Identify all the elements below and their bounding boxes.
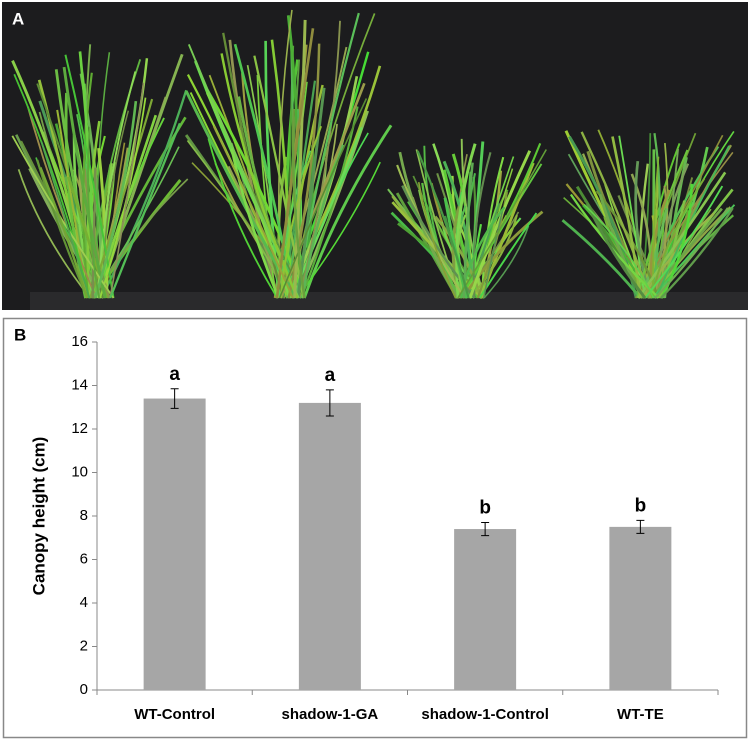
x-tick-label: WT-Control <box>134 706 215 723</box>
x-tick-label: WT-TE <box>617 706 664 723</box>
grass-blade <box>36 159 89 299</box>
grass-blade <box>417 181 457 299</box>
y-axis-label: Canopy height (cm) <box>29 437 48 596</box>
grass-blade <box>611 136 642 299</box>
y-tick-label: 16 <box>71 333 88 350</box>
tray <box>30 292 748 310</box>
error-bar <box>325 389 334 417</box>
grass-blade <box>561 219 642 299</box>
bar <box>454 529 517 690</box>
grass-blade <box>652 156 660 299</box>
grass-blade <box>109 82 145 299</box>
bar <box>298 402 361 690</box>
grass-blade <box>469 214 518 299</box>
bar <box>143 398 206 690</box>
grass-blade <box>455 143 477 299</box>
y-tick-label: 12 <box>71 420 88 437</box>
grass-blade <box>27 106 98 299</box>
panel-frame <box>2 317 748 739</box>
annotation: a <box>325 365 336 386</box>
grass-blade <box>109 122 181 299</box>
grass-blade <box>644 185 724 299</box>
annotation: a <box>169 364 180 385</box>
grass-blade <box>457 149 547 299</box>
grass-blade <box>468 150 532 299</box>
grass-blade <box>94 100 138 299</box>
grass-blade <box>298 20 341 299</box>
grass-blade <box>64 92 88 299</box>
grass-blade <box>230 148 280 299</box>
y-tick-label: 8 <box>80 507 88 524</box>
y-tick-label: 10 <box>71 463 88 480</box>
error-bar <box>636 519 645 534</box>
grass-blade <box>253 55 305 299</box>
grass-blade <box>39 167 89 299</box>
grass-blade <box>256 74 277 299</box>
grass-blade <box>13 73 90 299</box>
panel-label: A <box>12 9 24 28</box>
grass-blade <box>40 141 91 299</box>
y-tick-label: 14 <box>71 376 88 393</box>
grass-blade <box>660 207 734 299</box>
annotation: b <box>635 495 647 516</box>
grass-blade <box>278 98 368 299</box>
grass-blade <box>482 208 504 299</box>
grass <box>11 9 736 299</box>
error-bar <box>170 388 179 409</box>
grass-blade <box>583 203 655 299</box>
grass-blade <box>62 66 107 299</box>
grass-blade <box>279 46 348 299</box>
y-tick-label: 4 <box>80 594 88 611</box>
panel-label: B <box>14 325 26 344</box>
y-tick-label: 6 <box>80 550 88 567</box>
bar <box>609 526 672 690</box>
x-tick-label: shadow-1-GA <box>282 706 379 723</box>
grass-blade <box>17 169 91 299</box>
grass-blade <box>207 138 279 299</box>
grass-blade <box>89 98 154 299</box>
grass-blade <box>291 108 306 299</box>
y-tick-label: 0 <box>80 681 88 698</box>
grass-blade <box>212 125 294 299</box>
annotation: b <box>479 498 491 519</box>
grass-blade <box>483 225 530 299</box>
plot: 0 2 4 6 8 10 12 14 16 WT-Control a shadow-1-GA a shad… <box>71 333 719 723</box>
x-tick-label: shadow-1-Control <box>421 706 549 723</box>
grass-blade <box>87 126 100 299</box>
error-bar <box>481 522 490 537</box>
y-tick-label: 2 <box>80 637 88 654</box>
grass-blade <box>637 171 727 299</box>
grass-blade <box>296 161 381 299</box>
grass-blade <box>654 207 729 299</box>
grass-blade <box>293 19 307 299</box>
grass-blade <box>586 203 647 299</box>
grass-blade <box>91 167 97 299</box>
grass-blade <box>416 150 470 299</box>
